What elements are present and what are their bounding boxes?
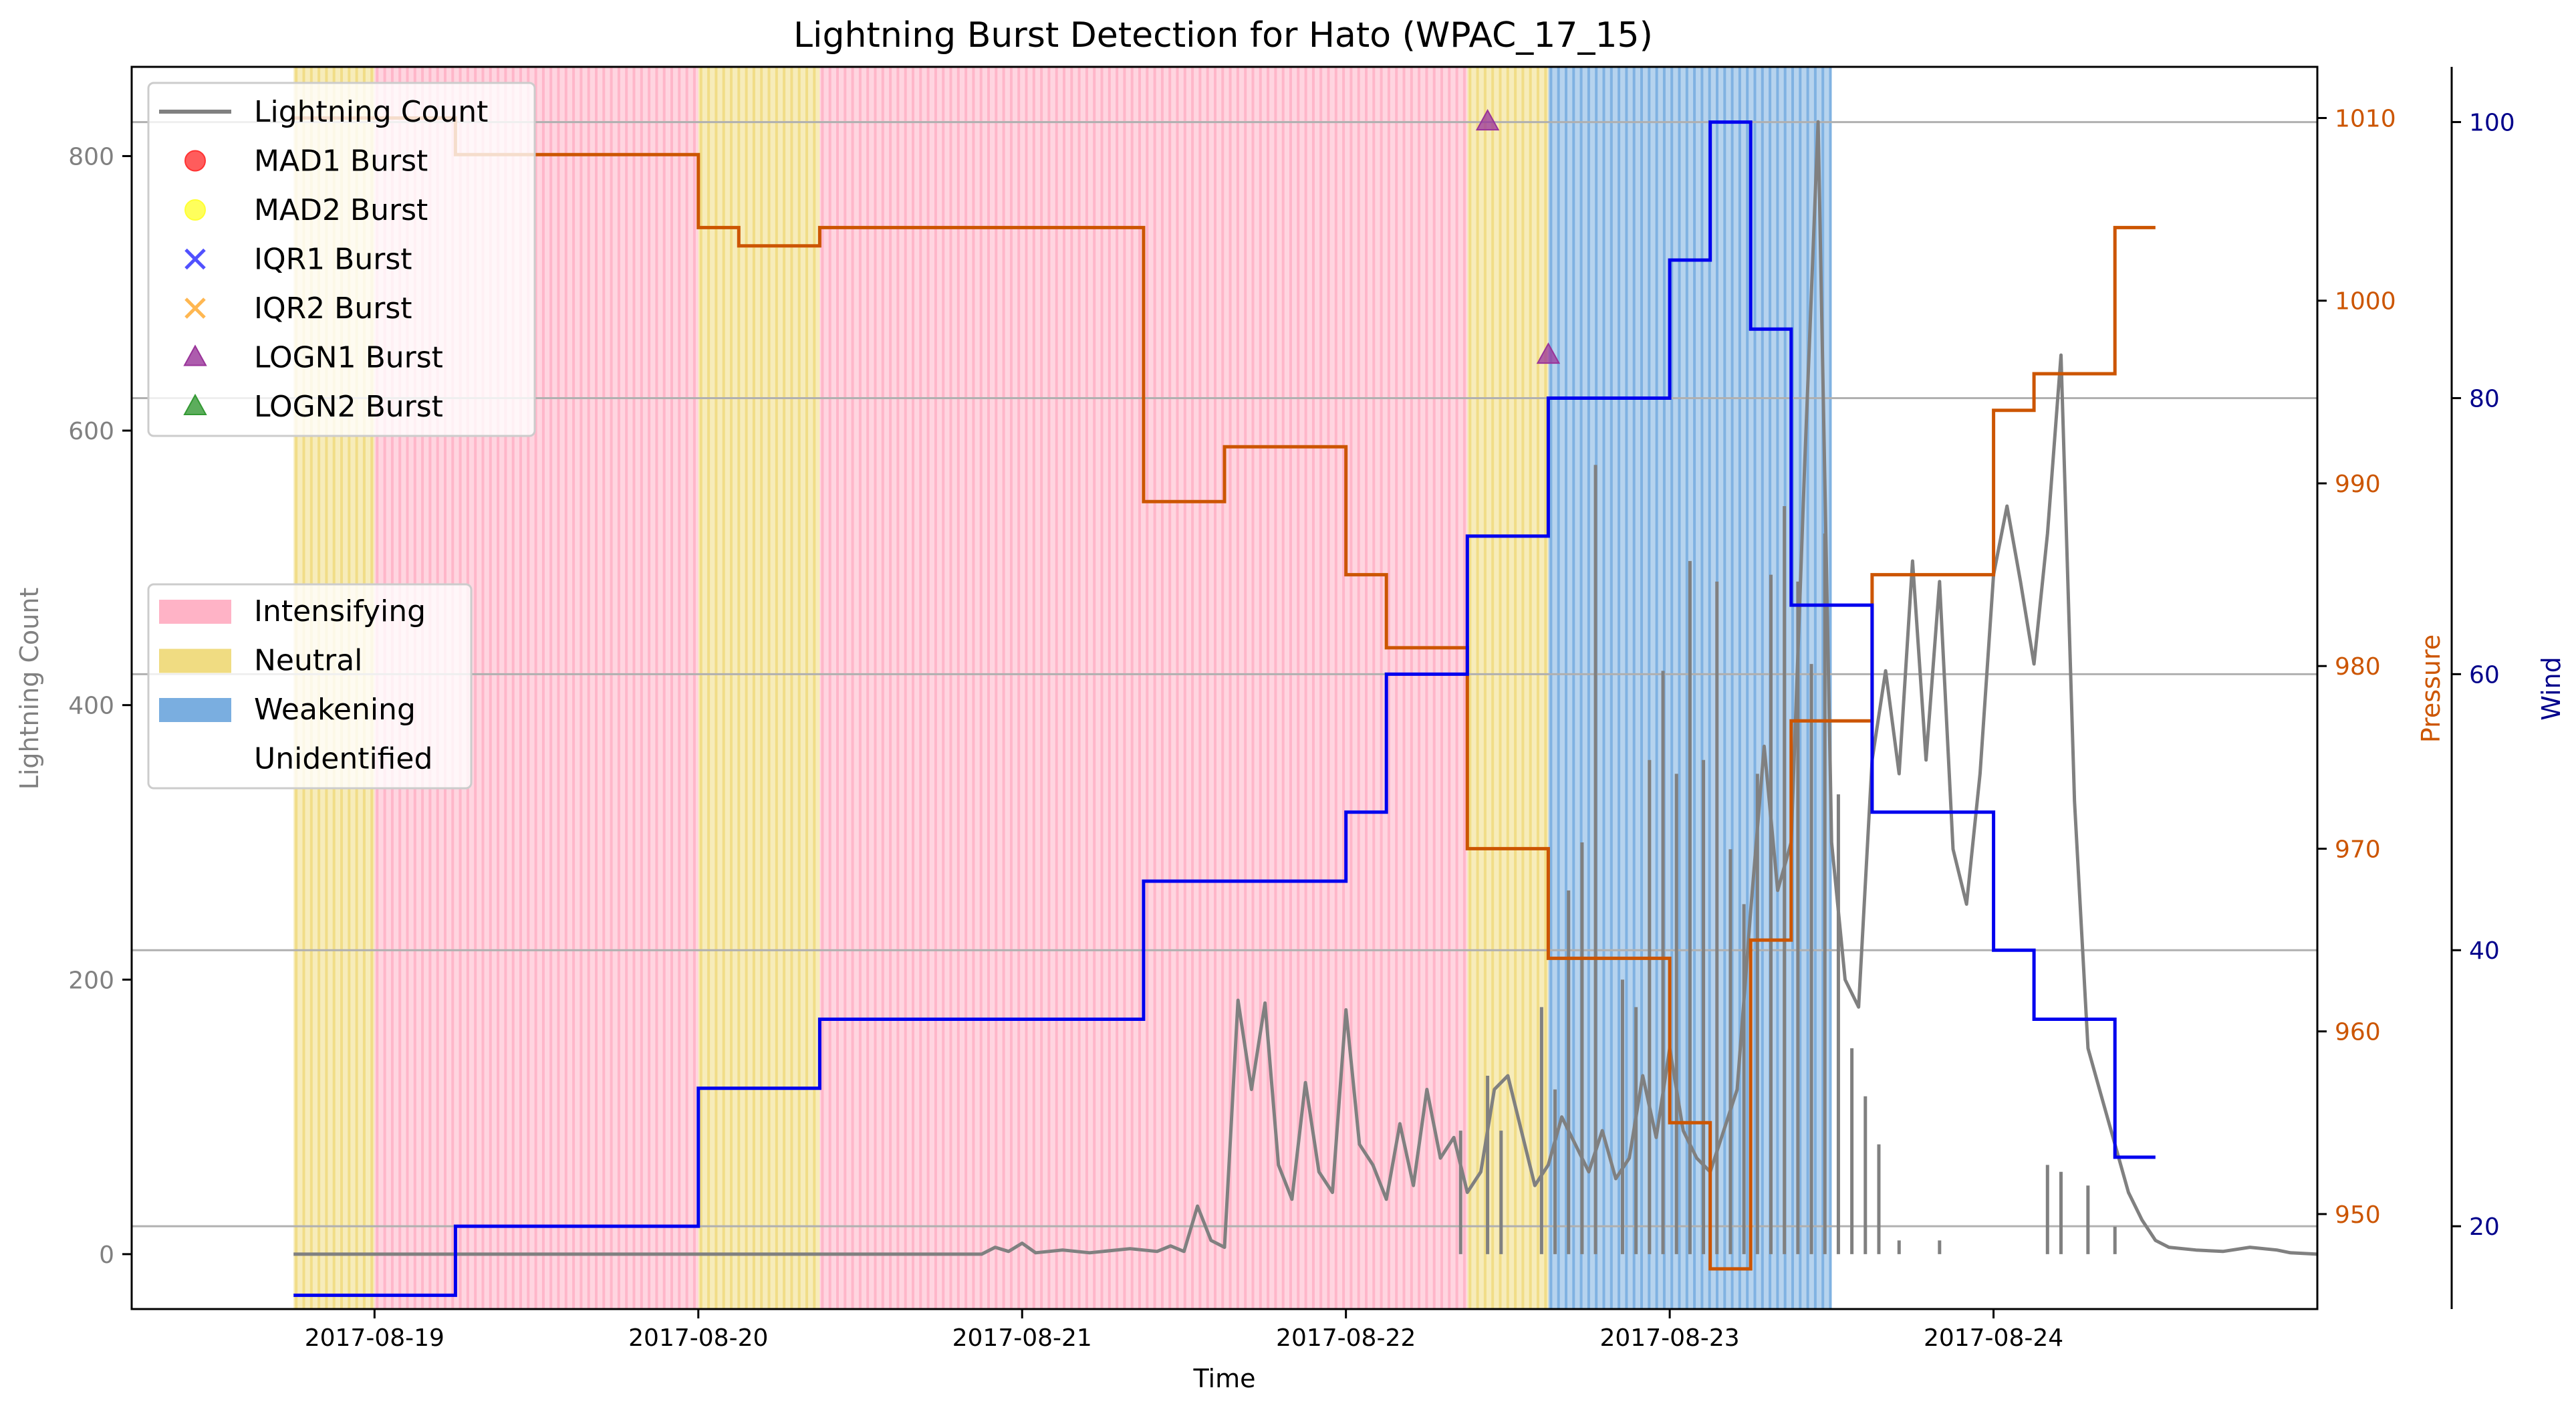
tick-label-count-400: 400 bbox=[68, 693, 114, 720]
tick-label-wind-40: 40 bbox=[2469, 937, 2500, 965]
legend-phase-entry-0: Intensifying bbox=[159, 594, 426, 628]
legend-phases: Intensifying Neutral Weakening Unidentified bbox=[147, 583, 473, 790]
plot-frame bbox=[130, 66, 2319, 1310]
tick-label-pressure-1010: 1010 bbox=[2335, 106, 2396, 133]
legend-phase-entry-1: Neutral bbox=[159, 644, 362, 678]
legend-phase-label: Unidentified bbox=[254, 742, 432, 776]
legend-phase-swatch bbox=[159, 649, 231, 673]
lightning-count-line bbox=[293, 120, 2318, 1256]
tick-label-pressure-960: 960 bbox=[2335, 1019, 2381, 1046]
tick-label-pressure-950: 950 bbox=[2335, 1201, 2381, 1229]
legend-circle-marker bbox=[184, 199, 206, 221]
legend-x-marker bbox=[184, 298, 206, 319]
legend-series-entry-2: MAD2 Burst bbox=[184, 193, 428, 227]
logn1-burst-marker-0 bbox=[1475, 109, 1500, 131]
wind-line bbox=[293, 120, 2156, 1297]
legend-phase-entry-2: Weakening bbox=[159, 693, 416, 727]
tick-label-pressure-1000: 1000 bbox=[2335, 288, 2396, 316]
tick-label-x-1: 2017-08-20 bbox=[628, 1324, 768, 1352]
tick-label-wind-100: 100 bbox=[2469, 110, 2515, 137]
tick-label-pressure-970: 970 bbox=[2335, 836, 2381, 863]
legend-series-label: IQR2 Burst bbox=[254, 291, 412, 326]
legend-series-label: LOGN2 Burst bbox=[254, 390, 443, 424]
legend-series-entry-1: MAD1 Burst bbox=[184, 144, 428, 179]
tick-label-x-4: 2017-08-23 bbox=[1600, 1324, 1740, 1352]
legend-series: Lightning Count MAD1 Burst MAD2 Burst IQR1 … bbox=[147, 82, 536, 437]
legend-phase-label: Intensifying bbox=[254, 594, 426, 628]
y-axis-label-wind: Wind bbox=[2537, 657, 2566, 721]
tick-label-count-800: 800 bbox=[68, 143, 114, 170]
legend-phase-label: Weakening bbox=[254, 693, 416, 727]
legend-phase-swatch bbox=[159, 600, 231, 624]
tick-label-wind-60: 60 bbox=[2469, 661, 2500, 689]
legend-series-entry-0: Lightning Count bbox=[159, 95, 488, 129]
phase-hatch-neutral bbox=[1468, 67, 1547, 1309]
phase-hatch-intensifying bbox=[821, 67, 1466, 1309]
axes: 0 200 400 600 800 950 960 970 980 990 1000 1010 20 40… bbox=[68, 67, 2515, 1352]
legend-series-entry-6: LOGN2 Burst bbox=[183, 390, 443, 424]
legend-triangle-marker bbox=[183, 393, 207, 415]
legend-series-entry-3: IQR1 Burst bbox=[184, 243, 412, 277]
legend-circle-marker bbox=[184, 150, 206, 172]
y-axis-label-lightning: Lightning Count bbox=[15, 588, 44, 790]
tick-label-wind-20: 20 bbox=[2469, 1213, 2500, 1241]
legend-series-label: IQR1 Burst bbox=[254, 243, 412, 277]
legend-series-label: LOGN1 Burst bbox=[254, 341, 443, 375]
tick-label-x-2: 2017-08-21 bbox=[952, 1324, 1092, 1352]
legend-phases-box bbox=[147, 583, 473, 790]
legend-series-label: Lightning Count bbox=[254, 95, 488, 129]
legend-phase-label: Neutral bbox=[254, 644, 362, 678]
legend-phase-swatch bbox=[159, 698, 231, 722]
tick-label-count-200: 200 bbox=[68, 967, 114, 994]
tick-label-count-600: 600 bbox=[68, 418, 114, 445]
y-axis-label-pressure: Pressure bbox=[2416, 634, 2446, 743]
chart-title: Lightning Burst Detection for Hato (WPAC… bbox=[793, 15, 1653, 55]
pressure-line bbox=[293, 116, 2156, 1271]
legend-phase-swatch bbox=[159, 747, 231, 772]
series-layer bbox=[293, 116, 2318, 1297]
tick-label-pressure-990: 990 bbox=[2335, 471, 2381, 498]
legend-phase-entry-3: Unidentified bbox=[159, 742, 432, 776]
legend-series-entry-4: IQR2 Burst bbox=[184, 291, 412, 326]
legend-series-label: MAD2 Burst bbox=[254, 193, 428, 227]
phase-hatch-neutral bbox=[699, 67, 816, 1309]
burst-markers bbox=[1475, 109, 1561, 364]
tick-label-x-5: 2017-08-24 bbox=[1924, 1324, 2063, 1352]
tick-label-pressure-980: 980 bbox=[2335, 653, 2381, 681]
legend-series-box bbox=[147, 82, 536, 437]
logn1-burst-marker-1 bbox=[1536, 342, 1561, 364]
tick-label-wind-80: 80 bbox=[2469, 385, 2500, 413]
legend-series-label: MAD1 Burst bbox=[254, 144, 428, 179]
legend-series-entry-5: LOGN1 Burst bbox=[183, 341, 443, 375]
tick-label-x-3: 2017-08-22 bbox=[1276, 1324, 1416, 1352]
x-axis-label: Time bbox=[1193, 1364, 1256, 1393]
tick-label-count-0: 0 bbox=[99, 1242, 114, 1269]
tick-label-x-0: 2017-08-19 bbox=[305, 1324, 444, 1352]
legend-triangle-marker bbox=[183, 344, 207, 366]
legend-x-marker bbox=[184, 248, 206, 270]
